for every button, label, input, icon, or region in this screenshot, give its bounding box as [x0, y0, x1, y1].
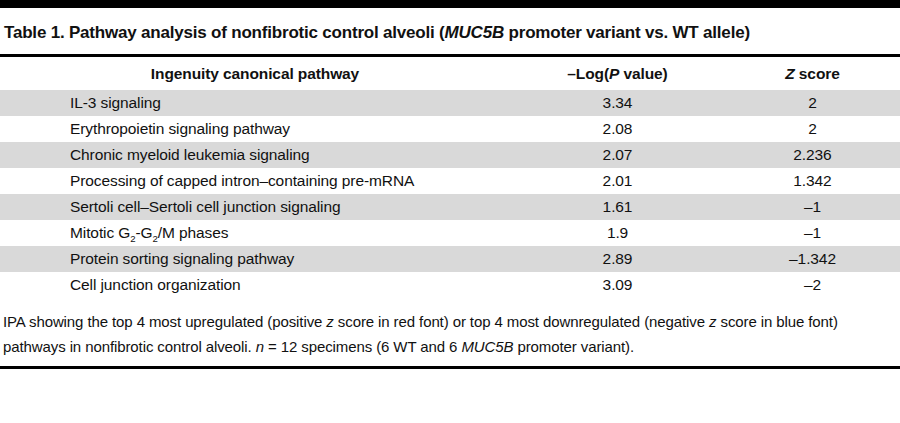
table-row: Chronic myeloid leukemia signaling 2.07 …	[0, 142, 900, 168]
col-header-pathway: Ingenuity canonical pathway	[0, 57, 510, 90]
neglogp-cell: 2.89	[510, 246, 725, 272]
pathway-cell: Processing of capped intron–containing p…	[0, 168, 510, 194]
col-header-neglogp: –Log(P value)	[510, 57, 725, 90]
table-header-row: Ingenuity canonical pathway –Log(P value…	[0, 57, 900, 90]
table-title: Table 1. Pathway analysis of nonfibrotic…	[4, 21, 894, 45]
zscore-cell: 2	[725, 116, 900, 142]
neglogp-cell: 2.08	[510, 116, 725, 142]
table-row: Mitotic G2-G2/M phases 1.9 –1	[0, 220, 900, 246]
col-header-zscore: Z score	[725, 57, 900, 90]
pathway-table: Ingenuity canonical pathway –Log(P value…	[0, 57, 900, 298]
zscore-cell: 1.342	[725, 168, 900, 194]
pathway-cell: Erythropoietin signaling pathway	[0, 116, 510, 142]
pathway-cell: Chronic myeloid leukemia signaling	[0, 142, 510, 168]
table-row: Erythropoietin signaling pathway 2.08 2	[0, 116, 900, 142]
neglogp-cell: 1.61	[510, 194, 725, 220]
table-row: Cell junction organization 3.09 –2	[0, 272, 900, 298]
pathway-cell: Cell junction organization	[0, 272, 510, 298]
zscore-cell: –1.342	[725, 246, 900, 272]
neglogp-cell: 2.01	[510, 168, 725, 194]
pathway-cell: Protein sorting signaling pathway	[0, 246, 510, 272]
zscore-cell: –2	[725, 272, 900, 298]
pathway-cell: Sertoli cell–Sertoli cell junction signa…	[0, 194, 510, 220]
table-row: Processing of capped intron–containing p…	[0, 168, 900, 194]
zscore-cell: –1	[725, 220, 900, 246]
top-rule-bar	[0, 0, 900, 8]
table-row: Protein sorting signaling pathway 2.89 –…	[0, 246, 900, 272]
zscore-cell: 2.236	[725, 142, 900, 168]
neglogp-cell: 2.07	[510, 142, 725, 168]
pathway-cell: Mitotic G2-G2/M phases	[0, 220, 510, 246]
table-caption: IPA showing the top 4 most upregulated (…	[3, 309, 896, 359]
table-body: IL-3 signaling 3.34 2 Erythropoietin sig…	[0, 90, 900, 298]
neglogp-cell: 3.09	[510, 272, 725, 298]
table-row: IL-3 signaling 3.34 2	[0, 90, 900, 116]
neglogp-cell: 1.9	[510, 220, 725, 246]
table-figure: Table 1. Pathway analysis of nonfibrotic…	[0, 0, 900, 423]
neglogp-cell: 3.34	[510, 90, 725, 116]
zscore-cell: 2	[725, 90, 900, 116]
zscore-cell: –1	[725, 194, 900, 220]
bottom-rule	[0, 366, 900, 369]
table-row: Sertoli cell–Sertoli cell junction signa…	[0, 194, 900, 220]
pathway-cell: IL-3 signaling	[0, 90, 510, 116]
